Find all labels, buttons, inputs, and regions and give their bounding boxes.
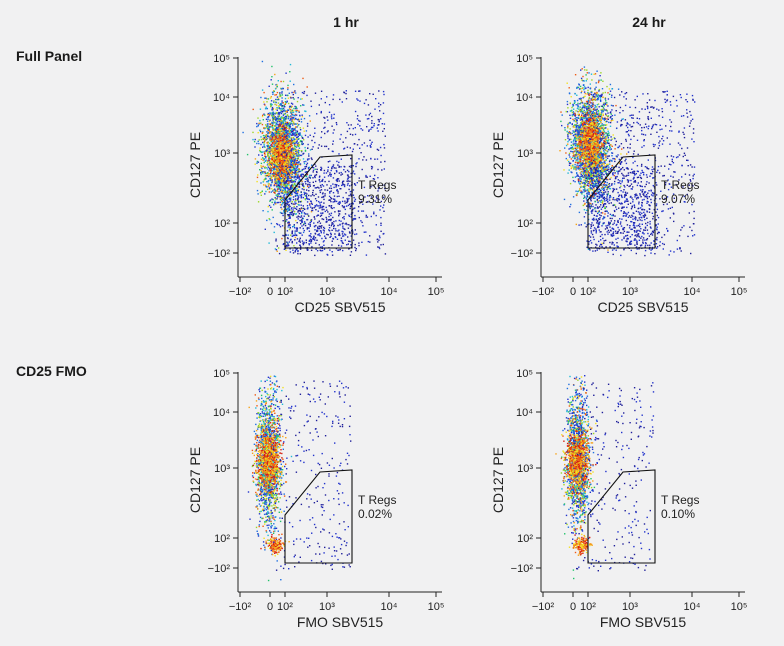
x-tick-label: 10⁵ bbox=[428, 601, 445, 613]
y-tick-label: 10⁵ bbox=[516, 53, 533, 65]
y-tick-label: 10² bbox=[517, 218, 533, 230]
x-tick-label: −10² bbox=[229, 601, 252, 613]
y-axis-title: CD127 PE bbox=[187, 447, 203, 513]
treg-gate bbox=[587, 469, 656, 564]
x-tick-label: 10⁵ bbox=[731, 286, 748, 298]
gate-percent: 0.02% bbox=[358, 507, 392, 521]
x-tick-label: 10⁴ bbox=[684, 601, 701, 613]
x-tick-label: 10² bbox=[580, 286, 596, 298]
x-tick-label: 0 bbox=[267, 286, 273, 298]
y-tick-label: −10² bbox=[511, 248, 534, 260]
x-tick-label: 10⁴ bbox=[381, 286, 398, 298]
y-tick-label: 10⁴ bbox=[516, 407, 533, 419]
y-tick-label: −10² bbox=[511, 563, 534, 575]
x-axis-title: FMO SBV515 bbox=[600, 614, 687, 630]
event-cloud bbox=[242, 60, 387, 257]
x-axis-title: CD25 SBV515 bbox=[597, 299, 688, 315]
y-axis-title: CD127 PE bbox=[187, 132, 203, 198]
y-tick-label: −10² bbox=[208, 563, 231, 575]
x-tick-label: 10⁴ bbox=[684, 286, 701, 298]
x-tick-label: 10⁴ bbox=[381, 601, 398, 613]
column-title-1hr: 1 hr bbox=[333, 14, 359, 30]
y-tick-label: 10³ bbox=[214, 148, 230, 160]
y-axis-title: CD127 PE bbox=[490, 132, 506, 198]
y-tick-label: 10³ bbox=[214, 463, 230, 475]
x-tick-label: 10² bbox=[580, 601, 596, 613]
x-tick-label: −10² bbox=[532, 286, 555, 298]
y-tick-label: 10³ bbox=[517, 463, 533, 475]
y-tick-label: 10⁴ bbox=[516, 92, 533, 104]
treg-gate bbox=[587, 154, 656, 249]
row-title-cd25-fmo: CD25 FMO bbox=[16, 363, 87, 379]
y-tick-label: −10² bbox=[208, 248, 231, 260]
gate-label: T Regs bbox=[358, 178, 396, 192]
x-tick-label: 0 bbox=[267, 601, 273, 613]
x-tick-label: −10² bbox=[532, 601, 555, 613]
treg-gate bbox=[284, 469, 353, 564]
gate-percent: 9.31% bbox=[358, 192, 392, 206]
y-tick-label: 10⁵ bbox=[213, 53, 230, 65]
x-tick-label: 0 bbox=[570, 601, 576, 613]
treg-gate bbox=[284, 154, 353, 249]
flow-plot-cd25-fmo-1hr: 10⁵ 10⁴ 10³ 10² −10² −10² 0 10² 10³ 10⁴ 10⁵ FMO SBV… bbox=[187, 368, 445, 630]
y-tick-label: 10³ bbox=[517, 148, 533, 160]
y-axis-title: CD127 PE bbox=[490, 447, 506, 513]
gate-percent: 9.07% bbox=[661, 192, 695, 206]
x-tick-label: 10² bbox=[277, 286, 293, 298]
event-cloud bbox=[247, 375, 352, 582]
row-title-full-panel: Full Panel bbox=[16, 48, 83, 64]
x-tick-label: 10⁵ bbox=[428, 286, 445, 298]
x-tick-label: 10³ bbox=[319, 286, 335, 298]
flow-plot-full-panel-1hr: 10⁵ 10⁴ 10³ 10² −10² −10² 0 10² 10³ 10⁴ 10⁵ CD25 SB… bbox=[187, 53, 445, 315]
gate-label: T Regs bbox=[358, 493, 396, 507]
x-tick-label: 10³ bbox=[319, 601, 335, 613]
gate-label: T Regs bbox=[661, 178, 699, 192]
x-tick-label: −10² bbox=[229, 286, 252, 298]
y-tick-label: 10⁵ bbox=[213, 368, 230, 380]
column-title-24hr: 24 hr bbox=[632, 14, 666, 30]
x-tick-label: 10² bbox=[277, 601, 293, 613]
x-tick-label: 0 bbox=[570, 286, 576, 298]
y-tick-label: 10⁴ bbox=[213, 92, 230, 104]
event-cloud bbox=[555, 375, 655, 580]
x-tick-label: 10³ bbox=[622, 286, 638, 298]
flow-plot-full-panel-24hr: 10⁵ 10⁴ 10³ 10² −10² −10² 0 10² 10³ 10⁴ 10⁵ CD25 SB… bbox=[490, 53, 748, 315]
x-tick-label: 10⁵ bbox=[731, 601, 748, 613]
gate-percent: 0.10% bbox=[661, 507, 695, 521]
y-tick-label: 10⁵ bbox=[516, 368, 533, 380]
y-tick-label: 10⁴ bbox=[213, 407, 230, 419]
y-tick-label: 10² bbox=[214, 533, 230, 545]
y-tick-label: 10² bbox=[517, 533, 533, 545]
x-tick-label: 10³ bbox=[622, 601, 638, 613]
x-axis-title: CD25 SBV515 bbox=[294, 299, 385, 315]
gate-label: T Regs bbox=[661, 493, 699, 507]
flow-plot-cd25-fmo-24hr: 10⁵ 10⁴ 10³ 10² −10² −10² 0 10² 10³ 10⁴ 10⁵ FMO SBV… bbox=[490, 368, 748, 630]
y-tick-label: 10² bbox=[214, 218, 230, 230]
x-axis-title: FMO SBV515 bbox=[297, 614, 384, 630]
event-cloud bbox=[559, 66, 696, 257]
